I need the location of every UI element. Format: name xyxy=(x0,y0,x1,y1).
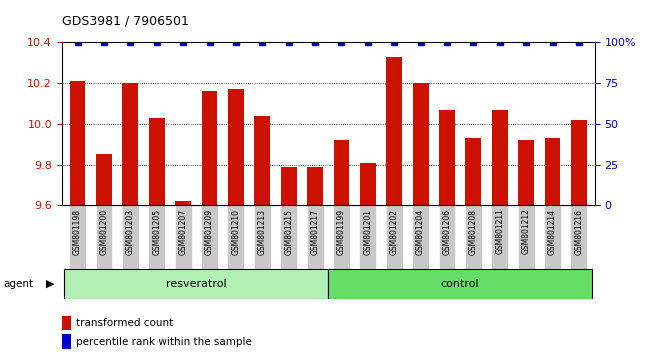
Bar xyxy=(254,205,271,269)
Bar xyxy=(307,167,323,205)
Text: percentile rank within the sample: percentile rank within the sample xyxy=(76,337,252,347)
Text: GSM801217: GSM801217 xyxy=(311,209,320,255)
Bar xyxy=(386,57,402,205)
Bar xyxy=(545,138,560,205)
Bar xyxy=(439,110,455,205)
Text: GSM801199: GSM801199 xyxy=(337,209,346,255)
Bar xyxy=(333,205,350,269)
Text: GSM801214: GSM801214 xyxy=(548,209,557,255)
Bar xyxy=(328,269,592,299)
Bar xyxy=(307,205,324,269)
Bar xyxy=(96,154,112,205)
Bar xyxy=(96,205,112,269)
Bar xyxy=(359,205,376,269)
Bar xyxy=(122,83,138,205)
Bar xyxy=(149,118,164,205)
Text: control: control xyxy=(441,279,480,289)
Text: GSM801213: GSM801213 xyxy=(258,209,266,255)
Bar xyxy=(148,205,165,269)
Text: GSM801198: GSM801198 xyxy=(73,209,82,255)
Bar xyxy=(70,81,86,205)
Text: GSM801215: GSM801215 xyxy=(284,209,293,255)
Text: agent: agent xyxy=(3,279,33,289)
Text: GSM801201: GSM801201 xyxy=(363,209,372,255)
Text: GSM801207: GSM801207 xyxy=(179,209,188,255)
Bar xyxy=(439,205,456,269)
Text: GSM801216: GSM801216 xyxy=(575,209,584,255)
Text: GSM801205: GSM801205 xyxy=(152,209,161,255)
Text: GSM801202: GSM801202 xyxy=(390,209,398,255)
Bar xyxy=(571,120,587,205)
Bar xyxy=(465,138,481,205)
Text: resveratrol: resveratrol xyxy=(166,279,227,289)
Bar xyxy=(518,140,534,205)
Bar xyxy=(202,91,218,205)
Bar xyxy=(413,83,428,205)
Bar xyxy=(465,205,482,269)
Text: GSM801211: GSM801211 xyxy=(495,209,504,255)
Bar xyxy=(281,167,296,205)
Text: GSM801209: GSM801209 xyxy=(205,209,214,255)
Bar xyxy=(69,205,86,269)
Bar xyxy=(385,205,402,269)
Bar xyxy=(492,110,508,205)
Bar xyxy=(360,162,376,205)
Bar xyxy=(412,205,429,269)
Text: GSM801203: GSM801203 xyxy=(126,209,135,255)
Text: GSM801212: GSM801212 xyxy=(522,209,530,255)
Bar xyxy=(122,205,139,269)
Bar xyxy=(544,205,561,269)
Bar xyxy=(62,335,71,349)
Bar xyxy=(517,205,534,269)
Text: GSM801204: GSM801204 xyxy=(416,209,425,255)
Bar xyxy=(254,116,270,205)
Bar xyxy=(491,205,508,269)
Text: ▶: ▶ xyxy=(46,279,54,289)
Text: transformed count: transformed count xyxy=(76,318,174,328)
Bar xyxy=(280,205,297,269)
Bar xyxy=(333,140,349,205)
Bar xyxy=(62,316,71,330)
Text: GSM801208: GSM801208 xyxy=(469,209,478,255)
Bar xyxy=(571,205,588,269)
Text: GDS3981 / 7906501: GDS3981 / 7906501 xyxy=(62,14,188,27)
Bar xyxy=(201,205,218,269)
Text: GSM801206: GSM801206 xyxy=(443,209,452,255)
Bar xyxy=(176,201,191,205)
Bar xyxy=(64,269,328,299)
Bar xyxy=(227,205,244,269)
Bar xyxy=(175,205,192,269)
Text: GSM801200: GSM801200 xyxy=(99,209,109,255)
Bar xyxy=(228,89,244,205)
Text: GSM801210: GSM801210 xyxy=(231,209,240,255)
